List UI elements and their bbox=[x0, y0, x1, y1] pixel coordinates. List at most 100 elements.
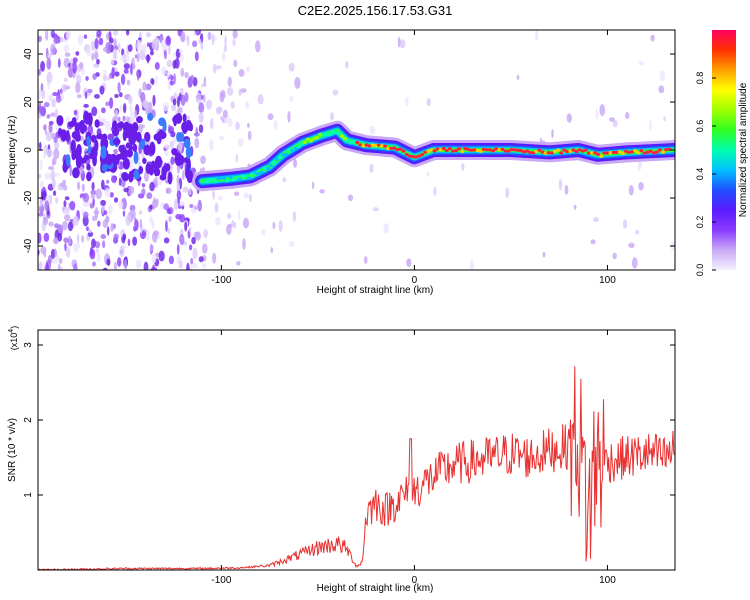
spectrogram-cell bbox=[113, 261, 118, 270]
spectrogram-cell bbox=[397, 36, 401, 48]
spectrogram-cell bbox=[240, 88, 247, 93]
spectrogram-cell bbox=[163, 203, 170, 211]
spectrogram-cell bbox=[505, 187, 510, 199]
spectrogram-cell bbox=[191, 262, 198, 269]
spectrogram-cell bbox=[344, 61, 349, 69]
spectrogram-cell bbox=[54, 249, 57, 258]
spectrogram-cell bbox=[136, 39, 142, 52]
spectrogram-cell bbox=[622, 219, 628, 229]
spectrogram-cell bbox=[90, 40, 96, 52]
spectrogram-cell bbox=[154, 62, 160, 70]
spectrogram-cell bbox=[65, 116, 71, 122]
spectrogram-cell bbox=[222, 109, 228, 119]
spectrogram-ridge-peak bbox=[568, 149, 573, 153]
spectrogram-cell bbox=[289, 95, 294, 102]
spectrogram-cell bbox=[173, 114, 178, 127]
spectrogram-cell bbox=[172, 59, 177, 69]
spectrogram-ridge-peak bbox=[586, 151, 591, 155]
spectrogram-ridge-peak bbox=[426, 149, 431, 153]
spectrogram-ridge-peak bbox=[494, 147, 499, 151]
spectrogram-cell bbox=[111, 175, 117, 183]
spectrogram-cell bbox=[158, 250, 165, 262]
spectrogram-cell bbox=[145, 83, 152, 91]
spectrogram-ridge-peak bbox=[444, 148, 449, 153]
spectrogram-cell bbox=[53, 136, 58, 143]
spectrogram-cell bbox=[193, 205, 199, 210]
spectrogram-cell bbox=[186, 161, 191, 171]
spectrogram-cell bbox=[91, 52, 95, 61]
spectrogram-cell bbox=[63, 237, 69, 243]
spectrogram-cell bbox=[102, 162, 108, 173]
spectrogram-cell bbox=[149, 244, 154, 252]
x-tick-label: 0 bbox=[412, 575, 418, 586]
spectrogram-marks bbox=[38, 30, 675, 270]
spectrogram-cell bbox=[180, 67, 185, 77]
spectrogram-ridge-peak bbox=[509, 147, 514, 152]
spectrogram-ridge-peak bbox=[432, 149, 437, 153]
spectrogram-ridge-peak bbox=[361, 144, 366, 148]
x-tick-label: -100 bbox=[211, 275, 231, 286]
spectrogram-cell bbox=[179, 233, 185, 246]
spectrogram-cell bbox=[79, 61, 84, 69]
spectrogram-cell bbox=[294, 76, 301, 89]
spectrogram-ridge-peak bbox=[349, 140, 354, 145]
spectrogram-cell bbox=[167, 171, 173, 185]
spectrogram-ridge-peak bbox=[389, 146, 394, 150]
spectrogram-cell bbox=[143, 171, 150, 182]
spectrogram-ridge-peak bbox=[651, 151, 656, 155]
spectrogram-ridge-peak bbox=[642, 151, 647, 155]
spectrogram-cell bbox=[39, 141, 42, 151]
spectrogram-cell bbox=[107, 76, 110, 81]
spectrogram-cell bbox=[83, 103, 89, 108]
spectrogram-ridge-peak bbox=[203, 179, 208, 184]
spectrogram-cell bbox=[140, 92, 146, 104]
spectrogram-cell bbox=[125, 142, 131, 149]
spectrogram-cell bbox=[190, 74, 195, 84]
spectrogram-cell bbox=[225, 224, 232, 235]
spectrogram-cell bbox=[214, 202, 219, 213]
spectrogram-cell bbox=[383, 223, 389, 234]
spectrogram-cell bbox=[207, 31, 212, 41]
spectrogram-cell bbox=[201, 243, 208, 254]
spectrogram-ridge-peak bbox=[438, 148, 443, 152]
spectrogram-ridge-peak bbox=[318, 132, 323, 137]
spectrogram-cell bbox=[143, 99, 149, 110]
x-tick-label: 100 bbox=[599, 275, 616, 286]
spectrogram-cell bbox=[197, 199, 203, 212]
spectrogram-cell bbox=[149, 50, 154, 56]
spectrogram-cell bbox=[198, 124, 204, 133]
spectrogram-cell bbox=[221, 51, 226, 62]
spectrogram-ridge-peak bbox=[602, 151, 607, 155]
spectrogram-cell bbox=[223, 44, 228, 53]
spectrogram-cell bbox=[166, 208, 172, 215]
spectrogram-cell bbox=[38, 232, 42, 244]
spectrogram-cell bbox=[61, 91, 64, 101]
spectrogram-cell bbox=[50, 112, 56, 117]
spectrogram-cell bbox=[43, 250, 47, 258]
spectrogram-ridge-peak bbox=[478, 149, 483, 153]
spectrogram-ridge-peak bbox=[481, 147, 486, 152]
spectrogram-cell bbox=[288, 241, 295, 247]
spectrogram-ridge-peak bbox=[370, 143, 375, 147]
spectrogram-ridge-peak bbox=[654, 150, 659, 154]
spectrogram-cell bbox=[149, 181, 155, 192]
spectrogram-cell bbox=[112, 138, 121, 146]
spectrogram-cell bbox=[227, 118, 233, 127]
spectrogram-cell bbox=[138, 32, 143, 38]
spectrogram-cell bbox=[161, 66, 167, 77]
spectrogram-cell bbox=[105, 215, 109, 223]
spectrogram-cell bbox=[113, 148, 118, 155]
spectrogram-cell bbox=[433, 186, 437, 197]
spectrogram-cell bbox=[52, 190, 57, 196]
spectrogram-ridge-peak bbox=[636, 151, 641, 155]
spectrogram-cell bbox=[83, 211, 89, 219]
spectrogram-ridge-peak bbox=[386, 147, 391, 151]
spectrogram-cell bbox=[461, 163, 465, 171]
spectrogram-ridge-peak bbox=[447, 146, 452, 151]
spectrogram-cell bbox=[163, 237, 170, 244]
spectrogram-cell bbox=[72, 215, 80, 226]
spectrogram-cell bbox=[635, 229, 640, 235]
spectrogram-cell bbox=[257, 93, 264, 105]
spectrogram-ridge-peak bbox=[296, 145, 301, 149]
spectrogram-cell bbox=[44, 200, 50, 212]
